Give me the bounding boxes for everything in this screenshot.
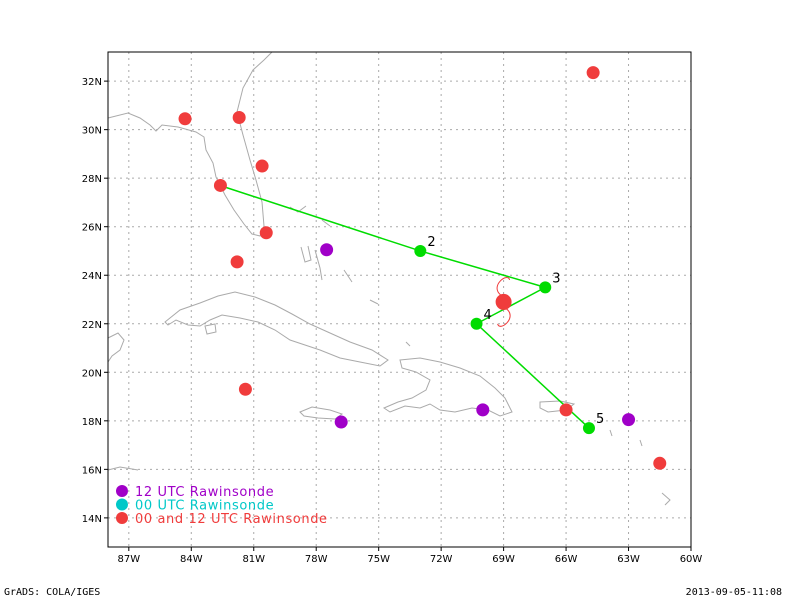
station-12-utc xyxy=(476,403,490,417)
coastline-lesser-antilles xyxy=(405,341,671,506)
station-00-and-12-utc xyxy=(653,456,667,470)
station-00-and-12-utc xyxy=(259,226,273,240)
x-tick-label: 75W xyxy=(367,554,390,565)
station-00-and-12-utc xyxy=(586,66,600,80)
coastline-central-america xyxy=(107,466,139,471)
coastline-cuba xyxy=(164,291,389,367)
x-tick-label: 66W xyxy=(555,554,578,565)
coastline-hispaniola xyxy=(382,357,513,417)
grid-lines xyxy=(108,52,692,547)
tropical-storm-icon xyxy=(495,277,512,327)
track-point xyxy=(470,317,483,330)
station-00-and-12-utc xyxy=(238,382,252,396)
legend-label: 00 and 12 UTC Rawinsonde xyxy=(135,512,328,527)
y-tick-label: 28N xyxy=(82,174,102,185)
track-line xyxy=(216,183,590,429)
coastline-bahamas xyxy=(289,205,379,305)
station-00-and-12-utc xyxy=(255,159,269,173)
track-point xyxy=(582,422,595,435)
y-tick-label: 14N xyxy=(82,514,102,525)
station-12-utc xyxy=(320,243,334,257)
map-frame xyxy=(107,51,692,548)
legend-label: 12 UTC Rawinsonde xyxy=(135,485,274,500)
legend-label: 00 UTC Rawinsonde xyxy=(135,499,274,514)
y-tick-label: 16N xyxy=(82,465,102,476)
coastlines xyxy=(107,51,671,506)
coastline-isle-of-youth xyxy=(204,323,217,335)
station-00-and-12-utc xyxy=(178,112,192,126)
x-tick-label: 78W xyxy=(305,554,328,565)
x-tick-label: 69W xyxy=(492,554,515,565)
y-tick-label: 26N xyxy=(82,223,102,234)
track-point xyxy=(414,244,427,257)
station-00-and-12-utc xyxy=(559,403,573,417)
grads-credit: GrADS: COLA/IGES xyxy=(4,587,101,598)
legend-marker xyxy=(116,485,128,497)
station-00-and-12-utc xyxy=(213,178,227,192)
x-tick-label: 87W xyxy=(118,554,141,565)
y-tick-label: 30N xyxy=(82,126,102,137)
storm-track: 2 3 4 5 xyxy=(216,183,604,435)
x-tick-label: 72W xyxy=(430,554,453,565)
rawinsonde-stations xyxy=(178,66,667,470)
timestamp: 2013-09-05-11:08 xyxy=(685,587,782,598)
y-tick-label: 32N xyxy=(82,77,102,88)
coastline-florida xyxy=(107,51,273,237)
track-point-label: 5 xyxy=(596,412,604,427)
coastline-yucatan xyxy=(107,332,125,363)
legend-marker xyxy=(116,512,128,524)
coastline-jamaica xyxy=(299,406,344,420)
storm-center-layer xyxy=(495,277,512,327)
y-tick-label: 18N xyxy=(82,417,102,428)
station-12-utc xyxy=(622,413,636,427)
x-tick-label: 63W xyxy=(617,554,640,565)
track-point-label: 4 xyxy=(484,308,492,323)
y-tick-label: 24N xyxy=(82,271,102,282)
y-tick-label: 20N xyxy=(82,368,102,379)
track-point-label: 2 xyxy=(427,235,435,250)
x-tick-label: 60W xyxy=(680,554,703,565)
track-point-label: 3 xyxy=(552,271,560,286)
legend-marker xyxy=(116,498,128,511)
axis-ticks: 87W 84W 81W 78W 75W 72W 69W 66W 63W 60W 14N 16N 18N 2… xyxy=(82,77,703,565)
y-tick-label: 22N xyxy=(82,320,102,331)
track-point xyxy=(539,281,552,294)
station-00-and-12-utc xyxy=(232,111,246,125)
x-tick-label: 81W xyxy=(242,554,265,565)
x-tick-label: 84W xyxy=(180,554,203,565)
station-00-and-12-utc xyxy=(230,255,244,269)
station-12-utc xyxy=(334,415,348,429)
